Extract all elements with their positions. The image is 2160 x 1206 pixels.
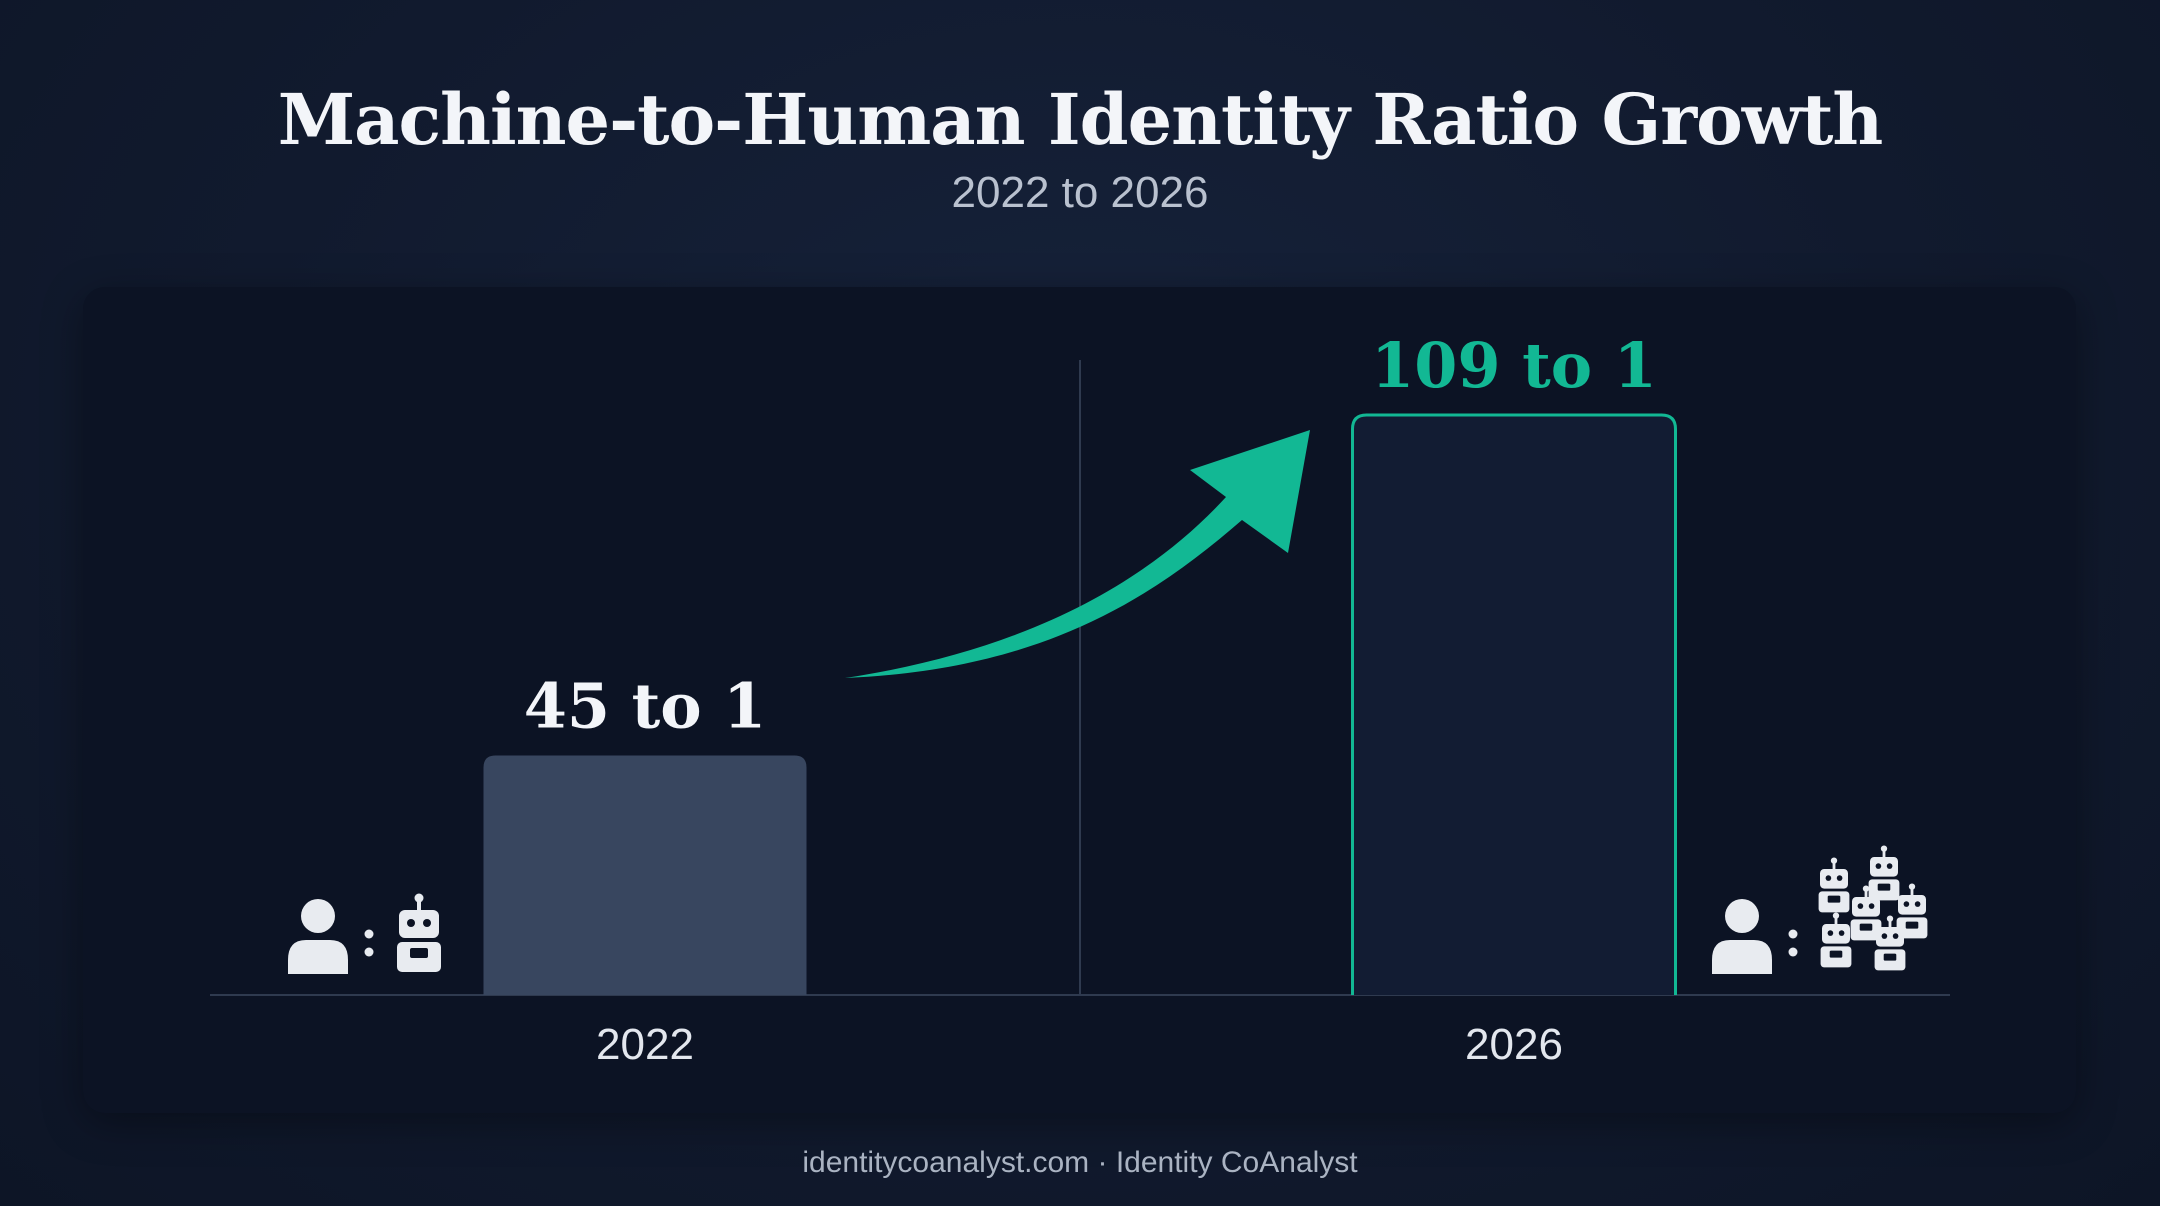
robot-eye (1836, 875, 1843, 881)
robot-group-icon (1818, 845, 1928, 971)
ratio-colon-icon (1788, 929, 1798, 957)
robot-panel (1877, 883, 1891, 891)
robot-panel (1883, 953, 1897, 961)
robot-antenna-tip (1886, 915, 1894, 922)
bar-2026 (1351, 413, 1677, 995)
robot-head (399, 910, 439, 938)
robot-head (1820, 869, 1848, 889)
robot-eye (1827, 930, 1834, 936)
person-icon (288, 899, 348, 974)
person-body (288, 940, 348, 974)
robot-antenna-tip (1832, 912, 1840, 919)
robot-eye (1881, 933, 1888, 939)
colon-dot (1788, 929, 1798, 939)
robot-panel (1905, 921, 1919, 929)
robot-icon (1868, 845, 1900, 901)
chart-layer: 45 to 1 2022 109 to 1 2026 (210, 329, 1950, 1069)
data-label-2022: 45 to 1 (524, 670, 767, 743)
colon-dot (364, 947, 374, 957)
robot-eye (1875, 863, 1882, 869)
robot-icon (1896, 883, 1928, 939)
person-head (1725, 899, 1759, 933)
footer-credit: identitycoanalyst.com · Identity CoAnaly… (802, 1146, 1358, 1179)
robot-antenna-tip (1830, 857, 1838, 864)
data-label-2026: 109 to 1 (1371, 329, 1657, 402)
robot-panel (1827, 895, 1841, 903)
robot-panel (1859, 923, 1873, 931)
robot-antenna-tip (1862, 885, 1870, 892)
robot-eye (1892, 933, 1899, 939)
robot-head (1876, 927, 1904, 947)
category-label-2026: 2026 (1465, 1020, 1563, 1069)
robot-eye (1886, 863, 1893, 869)
trend-arrow-body (845, 430, 1310, 678)
robot-antenna-tip (1908, 883, 1916, 890)
ratio-colon-icon (364, 929, 374, 957)
robot-panel (410, 948, 428, 958)
robot-icon (1850, 885, 1882, 941)
robot-eye (1903, 901, 1910, 907)
robot-antenna-tip (1880, 845, 1888, 852)
robot-antenna-tip (414, 893, 424, 903)
robot-head (1870, 857, 1898, 877)
robot-icon (1818, 857, 1850, 913)
robot-eye (423, 919, 431, 927)
robot-icon (1820, 912, 1852, 968)
category-label-2022: 2022 (596, 1020, 694, 1069)
robot-eye (1914, 901, 1921, 907)
colon-dot (1788, 947, 1798, 957)
robot-eye (1857, 903, 1864, 909)
robot-head (1852, 897, 1880, 917)
robot-head (1898, 895, 1926, 915)
robot-eye (407, 919, 415, 927)
page-subtitle: 2022 to 2026 (951, 168, 1209, 217)
robot-icon (397, 893, 441, 972)
robot-head (1822, 924, 1850, 944)
robot-eye (1868, 903, 1875, 909)
page-title: Machine-to-Human Identity Ratio Growth (277, 78, 1884, 161)
bar-2022 (483, 755, 807, 995)
colon-dot (364, 929, 374, 939)
robot-eye (1825, 875, 1832, 881)
person-body (1712, 940, 1772, 974)
robot-eye (1838, 930, 1845, 936)
person-head (301, 899, 335, 933)
robot-panel (1829, 950, 1843, 958)
person-icon (1712, 899, 1772, 974)
robot-icon (1874, 915, 1906, 971)
trend-arrow-icon (845, 430, 1310, 678)
